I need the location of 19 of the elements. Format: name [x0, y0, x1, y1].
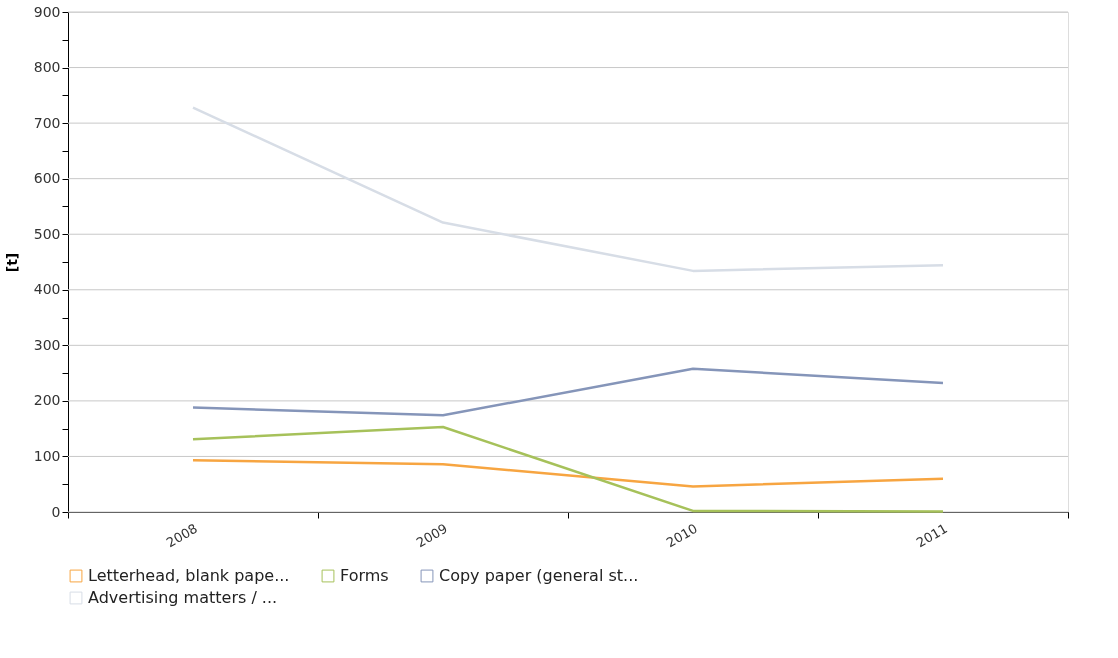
- y-tick-label: 400: [33, 281, 61, 298]
- y-tick-label: 700: [33, 114, 61, 131]
- y-axis-title: [t]: [3, 252, 20, 273]
- line-series: [191, 367, 945, 417]
- y-tick-label: 800: [33, 59, 61, 76]
- line-series: [191, 459, 945, 488]
- y-tick-label: 0: [51, 503, 61, 520]
- y-tick-label: 100: [33, 447, 61, 464]
- y-tick-label: 200: [33, 392, 61, 409]
- legend-label: Letterhead, blank pape...: [88, 566, 290, 585]
- line-series: [191, 106, 945, 273]
- legend-label: Copy paper (general st...: [439, 566, 639, 585]
- y-tick-label: 500: [33, 225, 61, 242]
- y-tick-label: 600: [33, 170, 61, 187]
- legend-label: Advertising matters / ...: [88, 588, 278, 607]
- y-tick-label: 300: [33, 336, 61, 353]
- y-tick-label: 900: [33, 3, 61, 20]
- line-series: [191, 425, 945, 513]
- legend-label: Forms: [340, 566, 389, 585]
